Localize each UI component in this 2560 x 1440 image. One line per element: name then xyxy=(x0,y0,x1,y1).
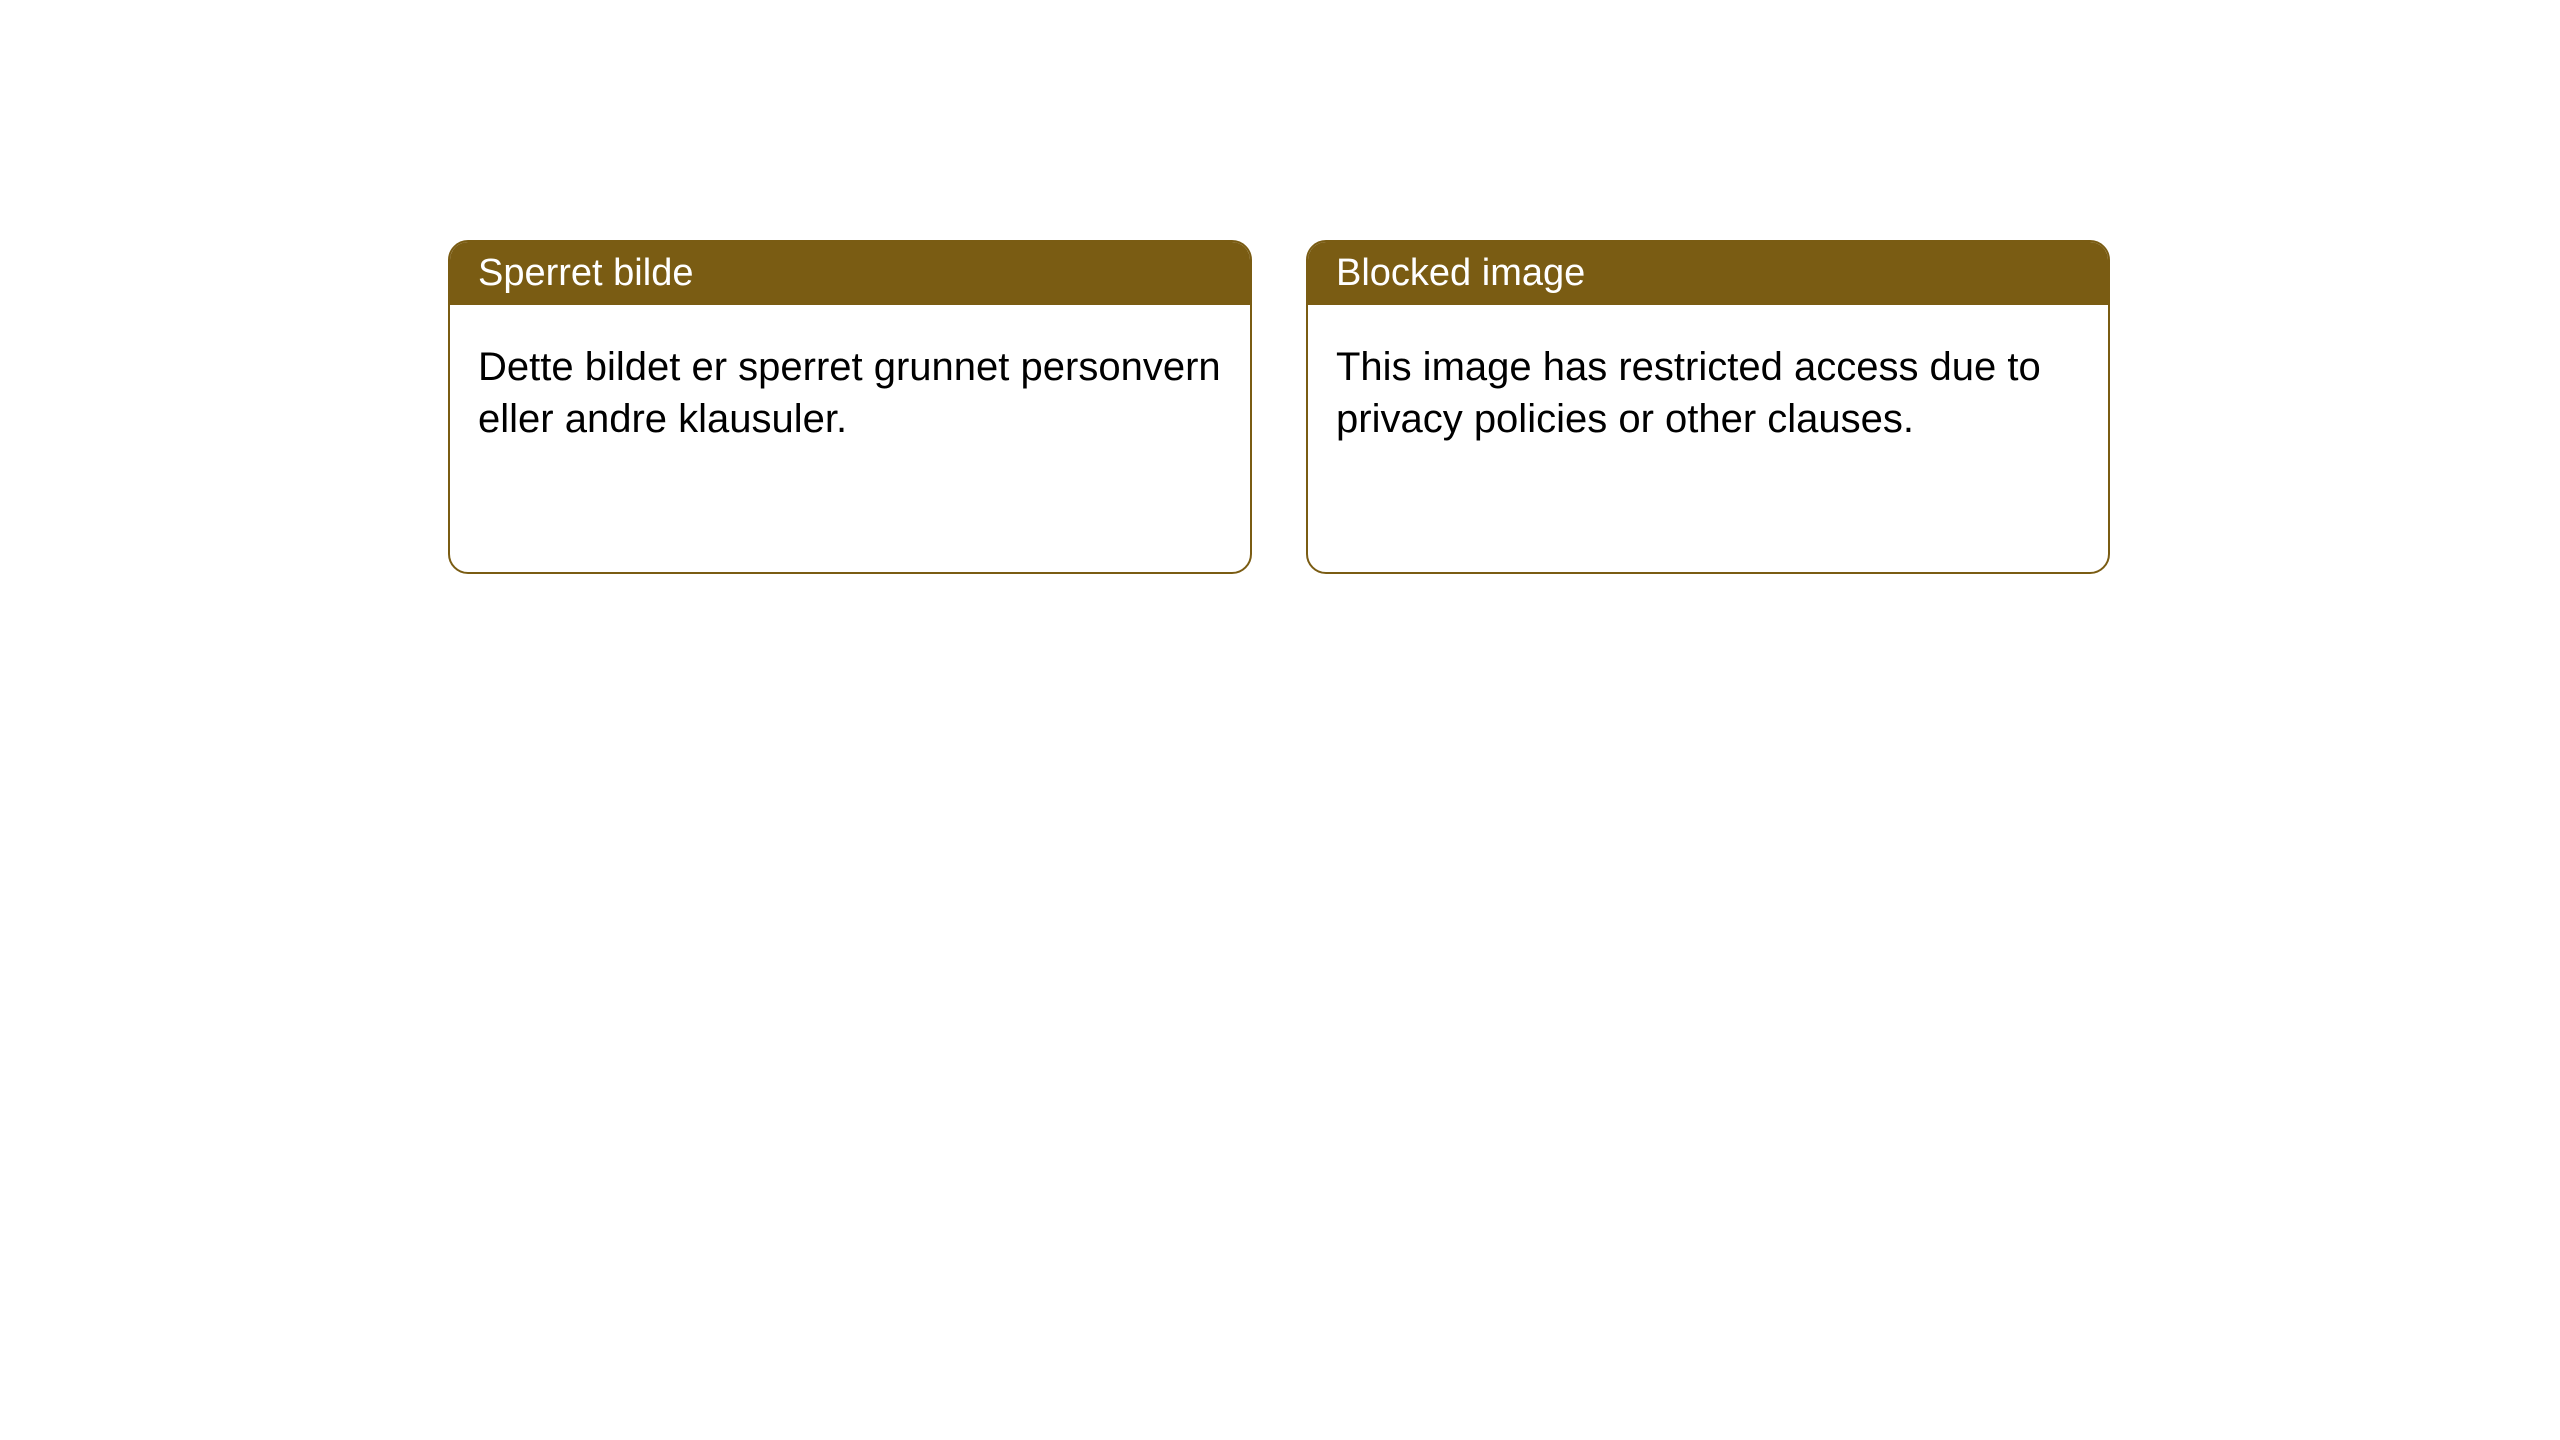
card-header: Blocked image xyxy=(1308,242,2108,305)
card-container: Sperret bilde Dette bildet er sperret gr… xyxy=(0,0,2560,574)
card-header: Sperret bilde xyxy=(450,242,1250,305)
blocked-image-card-en: Blocked image This image has restricted … xyxy=(1306,240,2110,574)
card-title: Sperret bilde xyxy=(478,252,693,294)
card-body: Dette bildet er sperret grunnet personve… xyxy=(450,305,1250,481)
blocked-image-card-no: Sperret bilde Dette bildet er sperret gr… xyxy=(448,240,1252,574)
card-body-text: Dette bildet er sperret grunnet personve… xyxy=(478,345,1221,441)
card-body-text: This image has restricted access due to … xyxy=(1336,345,2041,441)
card-title: Blocked image xyxy=(1336,252,1585,294)
card-body: This image has restricted access due to … xyxy=(1308,305,2108,481)
